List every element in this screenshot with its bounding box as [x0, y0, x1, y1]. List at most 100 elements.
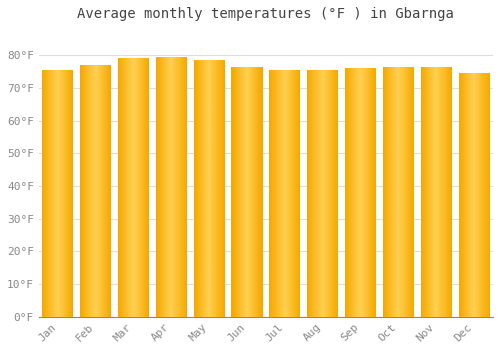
Bar: [50, 70, 51, 317]
Bar: [354, 68, 356, 317]
Bar: [444, 66, 446, 317]
Bar: [312, 70, 314, 317]
Bar: [436, 66, 438, 317]
Bar: [388, 66, 389, 317]
Bar: [390, 66, 391, 317]
Bar: [101, 65, 102, 317]
Bar: [446, 66, 448, 317]
Bar: [204, 60, 205, 317]
Bar: [143, 58, 144, 317]
Bar: [92, 65, 94, 317]
Bar: [148, 58, 149, 317]
Bar: [70, 70, 71, 317]
Bar: [478, 73, 480, 317]
Bar: [186, 57, 187, 317]
Bar: [156, 57, 157, 317]
Bar: [477, 73, 478, 317]
Bar: [424, 66, 425, 317]
Bar: [366, 68, 367, 317]
Bar: [387, 66, 388, 317]
Bar: [333, 70, 334, 317]
Bar: [270, 70, 272, 317]
Bar: [274, 70, 276, 317]
Bar: [368, 68, 369, 317]
Bar: [482, 73, 484, 317]
Bar: [484, 73, 486, 317]
Bar: [276, 70, 278, 317]
Bar: [169, 57, 170, 317]
Bar: [409, 66, 410, 317]
Bar: [200, 60, 201, 317]
Bar: [178, 57, 180, 317]
Bar: [196, 60, 198, 317]
Bar: [194, 60, 196, 317]
Bar: [85, 65, 86, 317]
Bar: [167, 57, 168, 317]
Bar: [107, 65, 108, 317]
Bar: [442, 66, 444, 317]
Bar: [426, 66, 427, 317]
Bar: [102, 65, 103, 317]
Bar: [435, 66, 436, 317]
Bar: [298, 70, 300, 317]
Bar: [60, 70, 61, 317]
Bar: [184, 57, 186, 317]
Bar: [320, 70, 322, 317]
Bar: [473, 73, 474, 317]
Bar: [280, 70, 282, 317]
Bar: [469, 73, 470, 317]
Bar: [86, 65, 88, 317]
Bar: [234, 66, 236, 317]
Bar: [222, 60, 224, 317]
Bar: [144, 58, 145, 317]
Bar: [272, 70, 274, 317]
Bar: [427, 66, 428, 317]
Bar: [110, 65, 111, 317]
Bar: [105, 65, 106, 317]
Bar: [288, 70, 289, 317]
Bar: [176, 57, 178, 317]
Bar: [318, 70, 320, 317]
Bar: [198, 60, 199, 317]
Bar: [258, 66, 260, 317]
Bar: [252, 66, 253, 317]
Bar: [413, 66, 414, 317]
Bar: [159, 57, 160, 317]
Bar: [104, 65, 105, 317]
Bar: [84, 65, 85, 317]
Bar: [282, 70, 283, 317]
Bar: [402, 66, 404, 317]
Bar: [248, 66, 249, 317]
Bar: [46, 70, 48, 317]
Bar: [289, 70, 290, 317]
Bar: [98, 65, 100, 317]
Bar: [160, 57, 161, 317]
Bar: [199, 60, 200, 317]
Bar: [290, 70, 291, 317]
Bar: [206, 60, 207, 317]
Bar: [62, 70, 63, 317]
Bar: [462, 73, 464, 317]
Bar: [346, 68, 347, 317]
Bar: [386, 66, 387, 317]
Bar: [475, 73, 476, 317]
Bar: [94, 65, 96, 317]
Bar: [328, 70, 329, 317]
Bar: [43, 70, 44, 317]
Bar: [428, 66, 429, 317]
Bar: [384, 66, 385, 317]
Bar: [128, 58, 130, 317]
Bar: [243, 66, 244, 317]
Bar: [450, 66, 451, 317]
Bar: [345, 68, 346, 317]
Bar: [308, 70, 310, 317]
Bar: [474, 73, 475, 317]
Bar: [58, 70, 59, 317]
Bar: [337, 70, 338, 317]
Bar: [208, 60, 209, 317]
Bar: [335, 70, 336, 317]
Bar: [122, 58, 123, 317]
Bar: [468, 73, 469, 317]
Bar: [394, 66, 396, 317]
Bar: [59, 70, 60, 317]
